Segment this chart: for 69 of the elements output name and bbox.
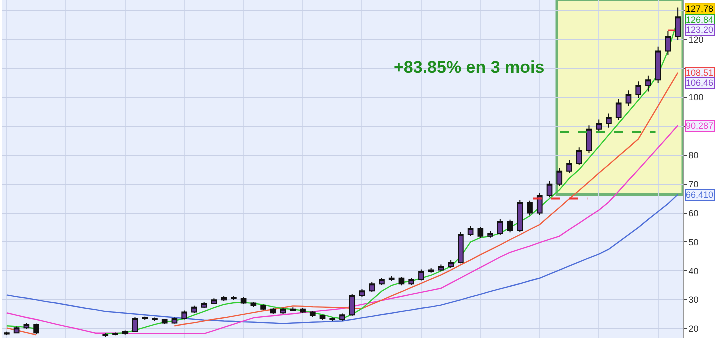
annotation: 90,287 [686, 121, 714, 131]
y-tick-label: 60 [688, 208, 699, 218]
candlestick [260, 304, 266, 312]
candlestick [616, 98, 622, 121]
candlestick [142, 316, 148, 321]
candlestick [408, 278, 414, 286]
candlestick [182, 310, 188, 320]
candlestick [112, 332, 118, 336]
candlestick [132, 316, 138, 333]
candlestick [576, 147, 582, 166]
text: 106,46 [686, 78, 714, 88]
candlestick [488, 230, 494, 238]
candlestick [221, 296, 227, 302]
candlestick [162, 318, 168, 325]
candlestick [418, 269, 424, 282]
candlestick [201, 302, 208, 309]
candlestick [527, 200, 533, 216]
candlestick [586, 125, 592, 154]
annotation: 126,84 [686, 15, 714, 25]
candlestick [34, 323, 40, 335]
candlestick [438, 264, 444, 272]
candlestick [388, 276, 395, 282]
candlestick [468, 226, 474, 237]
line-series [6, 125, 679, 335]
y-tick-label: 100 [688, 92, 704, 103]
line-series [6, 194, 679, 324]
annotation: 123,20 [686, 25, 714, 35]
candlestick [665, 31, 672, 56]
candlestick [536, 192, 543, 216]
annotation: 108,51 [686, 68, 714, 78]
candlestick [566, 160, 572, 174]
candlestick [320, 314, 326, 321]
candlestick [379, 278, 385, 286]
candlestick [458, 232, 464, 264]
candlestick [122, 330, 128, 336]
y-tick-label: 20 [688, 324, 699, 334]
candlestick [211, 298, 218, 305]
y-tick-label: 120 [688, 34, 704, 45]
candlestick [517, 199, 524, 233]
candlestick [310, 310, 316, 318]
candlestick [655, 46, 662, 84]
candlestick [556, 168, 563, 187]
candlestick [192, 305, 198, 314]
candlestick [240, 296, 247, 305]
candlestick [498, 218, 504, 236]
candlestick [478, 226, 484, 239]
candlestick [507, 219, 514, 234]
candlestick [626, 90, 632, 107]
y-tick-label: 80 [688, 150, 699, 161]
annotation: 66,410 [686, 190, 714, 200]
candlestick [340, 313, 346, 322]
candlestick [646, 75, 652, 92]
candlestick [636, 81, 642, 99]
y-tick-label: 30 [688, 295, 699, 306]
candlestick [349, 294, 356, 317]
y-tick-label: 50 [688, 237, 699, 248]
candlestick [675, 7, 681, 41]
candlestick [546, 180, 553, 198]
text: 127,78 [686, 4, 714, 14]
candlestick [14, 326, 20, 334]
y-tick-label: 70 [688, 179, 699, 190]
y-tick-label: 40 [688, 266, 699, 276]
candlestick [606, 113, 612, 128]
candlestick [369, 282, 376, 292]
candlestick [359, 288, 366, 298]
candlestick [448, 260, 454, 269]
annotation: +83.85% en 3 mois [394, 58, 545, 77]
candlestick [596, 119, 602, 133]
candlestick [270, 308, 276, 315]
